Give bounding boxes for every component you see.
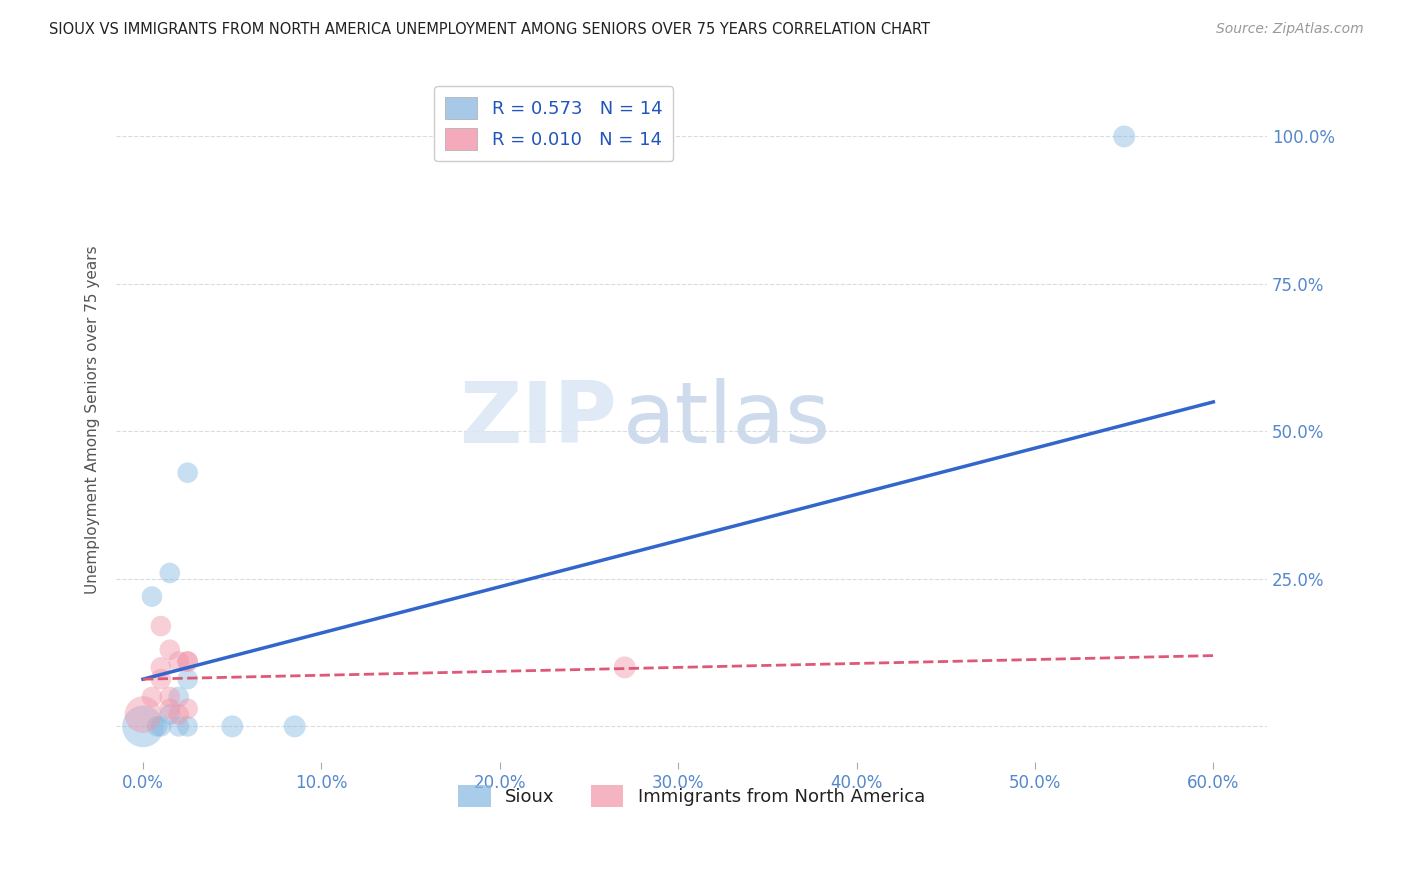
Point bbox=[176, 719, 198, 733]
Y-axis label: Unemployment Among Seniors over 75 years: Unemployment Among Seniors over 75 years bbox=[86, 245, 100, 594]
Point bbox=[149, 719, 172, 733]
Point bbox=[159, 566, 181, 580]
Point bbox=[159, 690, 181, 704]
Point bbox=[149, 619, 172, 633]
Point bbox=[167, 707, 190, 722]
Point bbox=[167, 719, 190, 733]
Point bbox=[176, 655, 198, 669]
Text: SIOUX VS IMMIGRANTS FROM NORTH AMERICA UNEMPLOYMENT AMONG SENIORS OVER 75 YEARS : SIOUX VS IMMIGRANTS FROM NORTH AMERICA U… bbox=[49, 22, 931, 37]
Point bbox=[146, 719, 169, 733]
Point bbox=[159, 642, 181, 657]
Point bbox=[176, 655, 198, 669]
Point bbox=[1114, 129, 1136, 144]
Point bbox=[176, 701, 198, 715]
Point bbox=[167, 655, 190, 669]
Point bbox=[149, 672, 172, 686]
Point bbox=[132, 719, 155, 733]
Point bbox=[176, 672, 198, 686]
Point bbox=[132, 707, 155, 722]
Text: ZIP: ZIP bbox=[458, 378, 617, 461]
Text: atlas: atlas bbox=[623, 378, 831, 461]
Point bbox=[284, 719, 307, 733]
Point bbox=[613, 660, 636, 674]
Text: Source: ZipAtlas.com: Source: ZipAtlas.com bbox=[1216, 22, 1364, 37]
Point bbox=[141, 590, 163, 604]
Point bbox=[167, 690, 190, 704]
Point bbox=[176, 466, 198, 480]
Point bbox=[221, 719, 243, 733]
Point bbox=[159, 701, 181, 715]
Point bbox=[159, 707, 181, 722]
Legend: Sioux, Immigrants from North America: Sioux, Immigrants from North America bbox=[451, 778, 932, 814]
Point bbox=[141, 690, 163, 704]
Point bbox=[149, 660, 172, 674]
